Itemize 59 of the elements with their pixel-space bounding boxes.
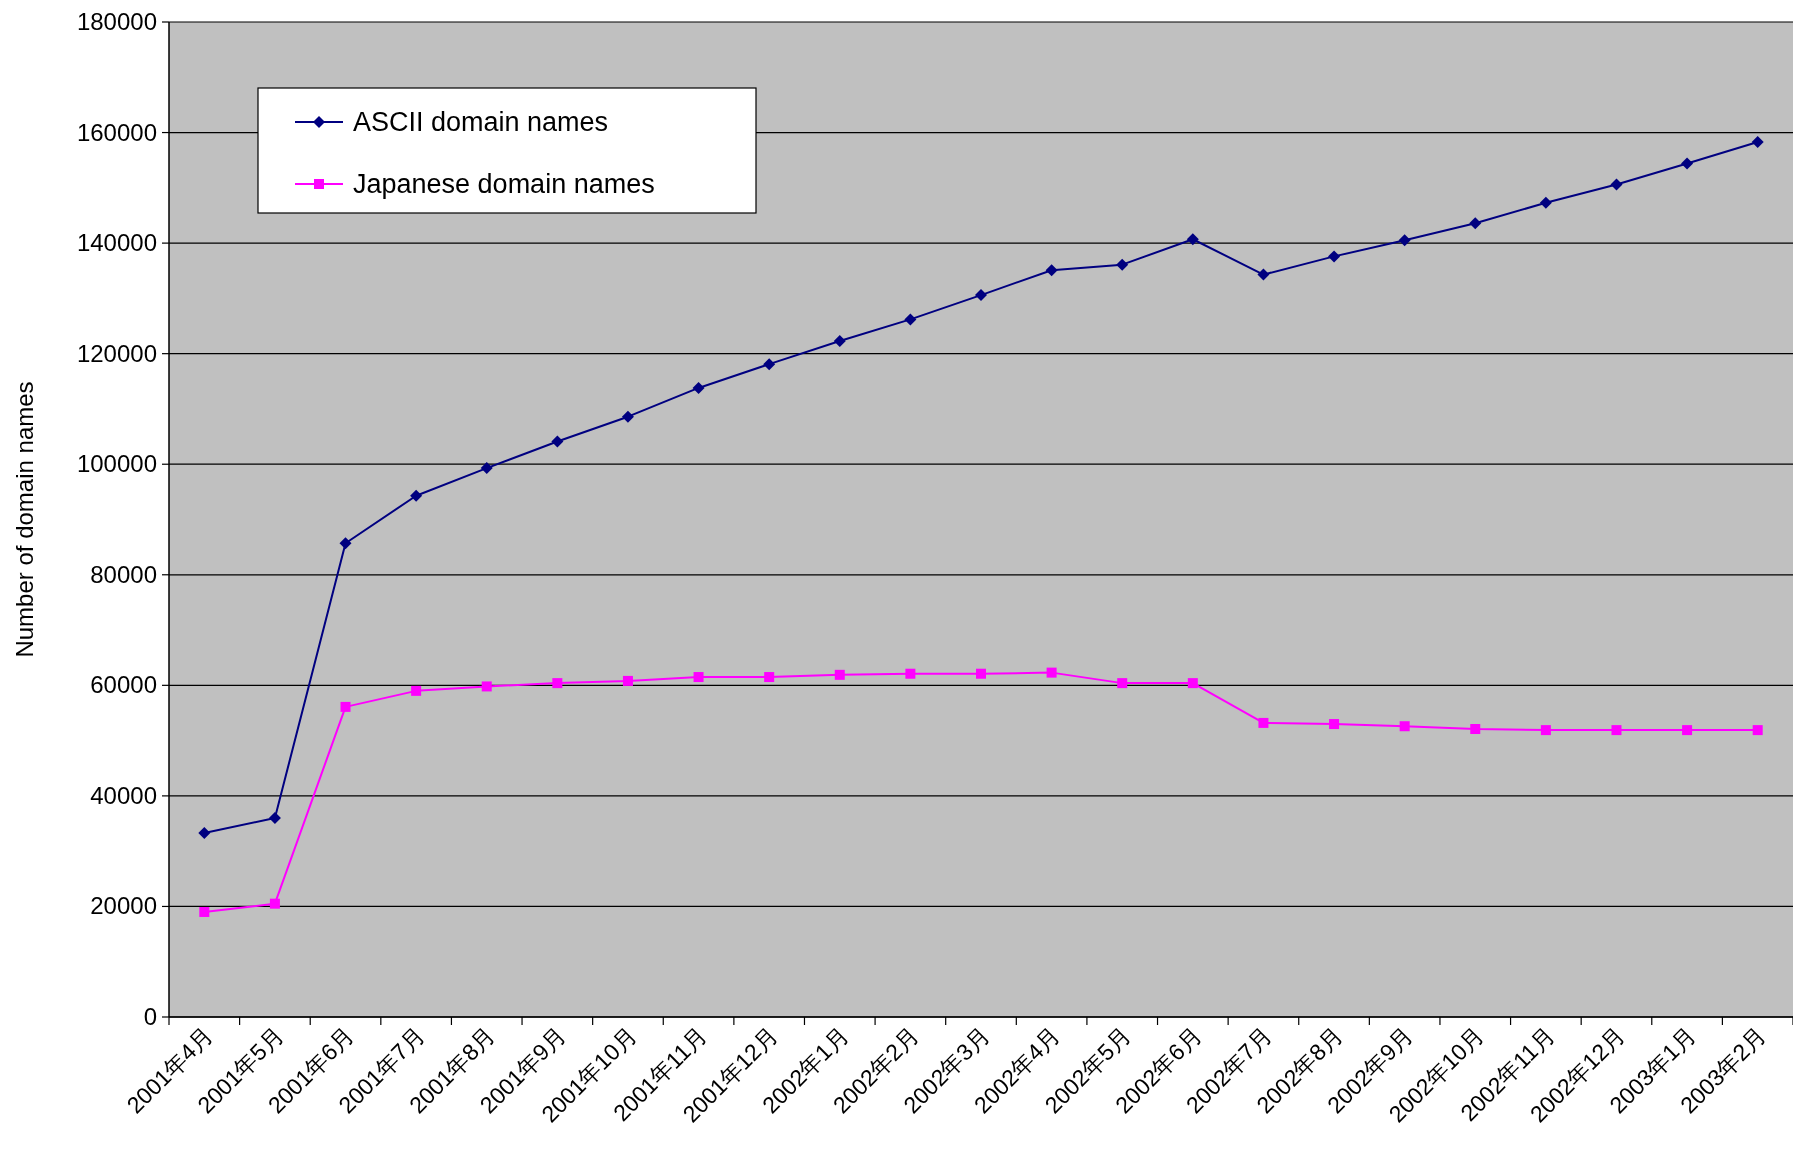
point <box>976 668 986 679</box>
point <box>1398 234 1411 247</box>
point <box>1045 264 1058 277</box>
legend-label: ASCII domain names <box>353 107 609 137</box>
y-tick-label: 160000 <box>76 118 157 146</box>
point <box>269 898 280 909</box>
point <box>1539 196 1552 209</box>
y-tick-label: 120000 <box>76 339 157 367</box>
point <box>1752 725 1763 736</box>
point <box>1186 233 1199 246</box>
point <box>1469 217 1482 230</box>
point <box>1682 725 1693 736</box>
y-tick-label: 0 <box>143 1003 157 1030</box>
point <box>833 334 846 347</box>
y-tick-label: 140000 <box>76 229 157 257</box>
point <box>1187 678 1198 689</box>
point <box>551 435 564 448</box>
point <box>1116 258 1129 271</box>
y-tick-label: 60000 <box>90 671 157 699</box>
point <box>1329 719 1340 730</box>
point <box>480 462 493 475</box>
point <box>1258 717 1269 728</box>
y-tick-label: 40000 <box>90 781 157 809</box>
point <box>1046 667 1057 678</box>
point <box>1611 725 1622 736</box>
point <box>199 906 210 917</box>
point <box>481 681 492 692</box>
point <box>1540 725 1551 736</box>
point <box>904 313 917 326</box>
point <box>340 701 351 712</box>
point <box>834 669 845 680</box>
point <box>1328 250 1341 263</box>
point <box>410 489 423 502</box>
point <box>198 826 211 839</box>
point <box>693 672 704 683</box>
point <box>692 381 705 394</box>
point <box>339 537 352 550</box>
y-tick-label: 100000 <box>76 450 157 478</box>
y-axis-title: Number of domain names <box>11 381 38 658</box>
point <box>552 678 563 689</box>
point <box>975 289 987 302</box>
point <box>1751 135 1764 148</box>
point <box>763 358 776 371</box>
legend-label: Japanese domain names <box>353 169 655 199</box>
point <box>1470 724 1481 734</box>
point <box>1681 157 1694 170</box>
point <box>1610 178 1623 191</box>
y-tick-label: 180000 <box>76 8 157 35</box>
y-tick-label: 20000 <box>90 892 157 920</box>
y-tick-label: 80000 <box>90 560 157 588</box>
point <box>411 685 422 696</box>
point <box>1257 268 1270 281</box>
point <box>1399 721 1410 732</box>
point <box>764 672 775 683</box>
point <box>905 668 916 679</box>
point <box>622 675 633 686</box>
point <box>621 410 634 423</box>
point <box>1117 678 1128 689</box>
point <box>268 812 281 824</box>
